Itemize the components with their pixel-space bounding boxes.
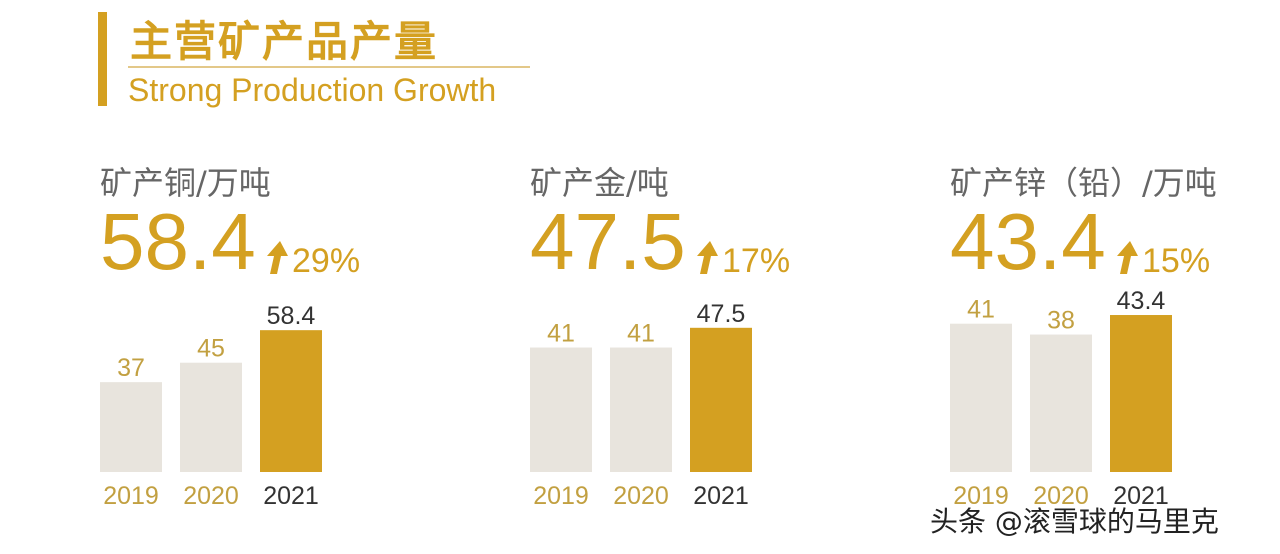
up-arrow-icon: [1117, 241, 1138, 274]
metric-value: 43.4: [950, 197, 1106, 286]
bar-2021: [260, 330, 322, 472]
bar-2020: [1030, 334, 1092, 472]
metric-value: 58.4: [100, 197, 256, 286]
growth-rate: 29%: [292, 242, 361, 280]
data-label-2021: 58.4: [267, 302, 316, 330]
bar-2020: [610, 347, 672, 472]
tick-label-2020: 2020: [613, 482, 669, 510]
bar-2021: [690, 327, 752, 472]
data-label-2019: 41: [967, 296, 995, 324]
page-title: 主营矿产品产量: [130, 17, 439, 66]
data-label-2020: 38: [1047, 307, 1075, 335]
panel-gold: 矿产金/吨 47.5 17% 41 2019 41 2020 47.5 2021: [530, 0, 870, 554]
title-divider: [128, 66, 530, 68]
tick-label-2019: 2019: [533, 482, 589, 510]
tick-label-2021: 2021: [693, 482, 749, 510]
metric-label: 矿产金/吨: [530, 164, 669, 202]
tick-label-2020: 2020: [183, 482, 239, 510]
data-label-2021: 43.4: [1117, 290, 1166, 315]
tick-label-2021: 2021: [1113, 482, 1169, 510]
data-label-2019: 37: [117, 354, 145, 382]
data-label-2019: 41: [547, 320, 575, 348]
bar-2019: [950, 323, 1012, 472]
watermark: 头条 @滚雪球的马里克: [930, 505, 1219, 538]
data-label-2021: 47.5: [697, 300, 746, 328]
bar-2019: [100, 382, 162, 472]
up-arrow-icon: [697, 241, 718, 274]
bar-2021: [1110, 315, 1172, 472]
tick-label-2021: 2021: [263, 482, 319, 510]
panel-copper: 矿产铜/万吨 58.4 29% 37 2019 45 2020 58.4 2021: [100, 0, 440, 554]
up-arrow-icon: [267, 241, 288, 274]
growth-rate: 15%: [1142, 242, 1211, 280]
copper-bar-chart: 37 2019 45 2020 58.4 2021: [100, 302, 322, 510]
tick-label-2019: 2019: [103, 482, 159, 510]
data-label-2020: 41: [627, 320, 655, 348]
tick-label-2020: 2020: [1033, 482, 1089, 510]
tick-label-2019: 2019: [953, 482, 1009, 510]
data-label-2020: 45: [197, 335, 225, 363]
bar-2019: [530, 347, 592, 472]
panel-zinc-lead: 矿产锌（铅）/万吨 43.4 15% 41 2019 38 2020 43.4 2021: [950, 0, 1280, 554]
header-accent-bar: [98, 12, 107, 106]
growth-rate: 17%: [722, 242, 791, 280]
page-subtitle: Strong Production Growth: [128, 72, 497, 108]
zinc-lead-bar-chart: 41 2019 38 2020 43.4 2021: [950, 290, 1172, 510]
bar-2020: [180, 362, 242, 472]
metric-label: 矿产锌（铅）/万吨: [950, 164, 1217, 202]
gold-bar-chart: 41 2019 41 2020 47.5 2021: [530, 300, 752, 510]
metric-label: 矿产铜/万吨: [100, 164, 271, 202]
metric-value: 47.5: [530, 197, 686, 286]
